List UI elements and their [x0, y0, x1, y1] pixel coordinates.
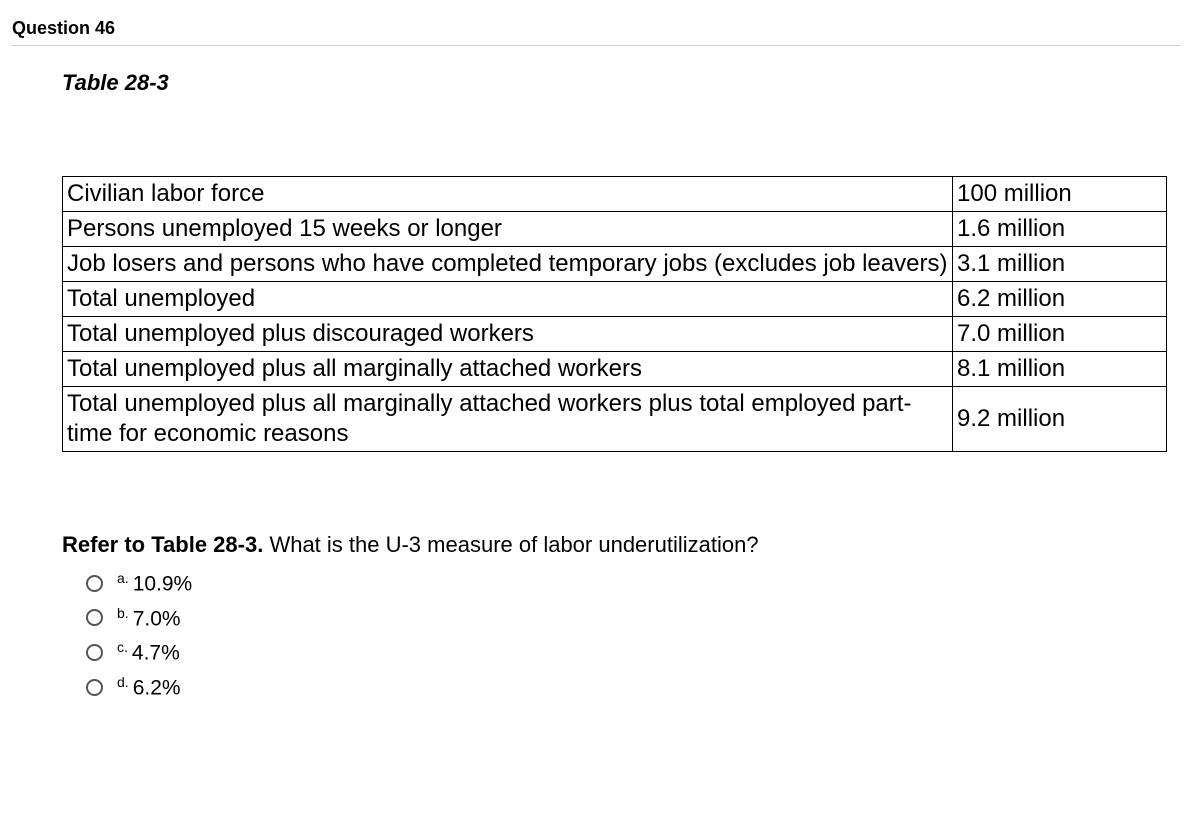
radio-icon — [86, 644, 103, 661]
table-cell-label: Persons unemployed 15 weeks or longer — [63, 212, 953, 247]
answer-option-b[interactable]: b.7.0% — [62, 601, 1170, 636]
option-letter: a. — [117, 570, 129, 586]
question-prompt-block: Refer to Table 28-3. What is the U-3 mea… — [62, 532, 1170, 705]
question-content: Table 28-3 Civilian labor force 100 mill… — [12, 70, 1180, 705]
prompt-bold: Refer to Table 28-3. — [62, 532, 263, 557]
table-cell-label: Total unemployed plus discouraged worker… — [63, 317, 953, 352]
table-title: Table 28-3 — [62, 70, 1170, 96]
option-text: 7.0% — [133, 607, 181, 630]
option-text: 6.2% — [133, 677, 181, 700]
table-cell-value: 100 million — [953, 177, 1167, 212]
table-row: Total unemployed plus all marginally att… — [63, 352, 1167, 387]
option-text: 10.9% — [133, 573, 193, 596]
table-cell-label: Total unemployed plus all marginally att… — [63, 352, 953, 387]
radio-icon — [86, 609, 103, 626]
table-cell-label: Total unemployed — [63, 282, 953, 317]
answer-option-c[interactable]: c.4.7% — [62, 635, 1170, 670]
answer-option-d[interactable]: d.6.2% — [62, 670, 1170, 705]
table-row: Persons unemployed 15 weeks or longer 1.… — [63, 212, 1167, 247]
option-letter: c. — [117, 639, 128, 655]
table-cell-label: Job losers and persons who have complete… — [63, 247, 953, 282]
table-row: Civilian labor force 100 million — [63, 177, 1167, 212]
table-row: Total unemployed plus all marginally att… — [63, 387, 1167, 452]
table-row: Total unemployed 6.2 million — [63, 282, 1167, 317]
table-cell-label: Total unemployed plus all marginally att… — [63, 387, 953, 452]
answer-options: a.10.9% b.7.0% c.4.7% — [62, 566, 1170, 705]
table-cell-value: 1.6 million — [953, 212, 1167, 247]
radio-icon — [86, 679, 103, 696]
option-text: 4.7% — [132, 642, 180, 665]
question-prompt: Refer to Table 28-3. What is the U-3 mea… — [62, 532, 1170, 558]
radio-icon — [86, 575, 103, 592]
table-cell-value: 8.1 million — [953, 352, 1167, 387]
table-cell-value: 9.2 million — [953, 387, 1167, 452]
table-row: Job losers and persons who have complete… — [63, 247, 1167, 282]
option-letter: b. — [117, 605, 129, 621]
prompt-text: What is the U-3 measure of labor underut… — [263, 532, 758, 557]
table-cell-value: 7.0 million — [953, 317, 1167, 352]
table-cell-label: Civilian labor force — [63, 177, 953, 212]
table-cell-value: 6.2 million — [953, 282, 1167, 317]
data-table: Civilian labor force 100 million Persons… — [62, 176, 1167, 452]
table-cell-value: 3.1 million — [953, 247, 1167, 282]
answer-option-a[interactable]: a.10.9% — [62, 566, 1170, 601]
question-header: Question 46 — [12, 18, 1180, 46]
option-letter: d. — [117, 674, 129, 690]
table-row: Total unemployed plus discouraged worker… — [63, 317, 1167, 352]
question-page: Question 46 Table 28-3 Civilian labor fo… — [0, 0, 1192, 745]
